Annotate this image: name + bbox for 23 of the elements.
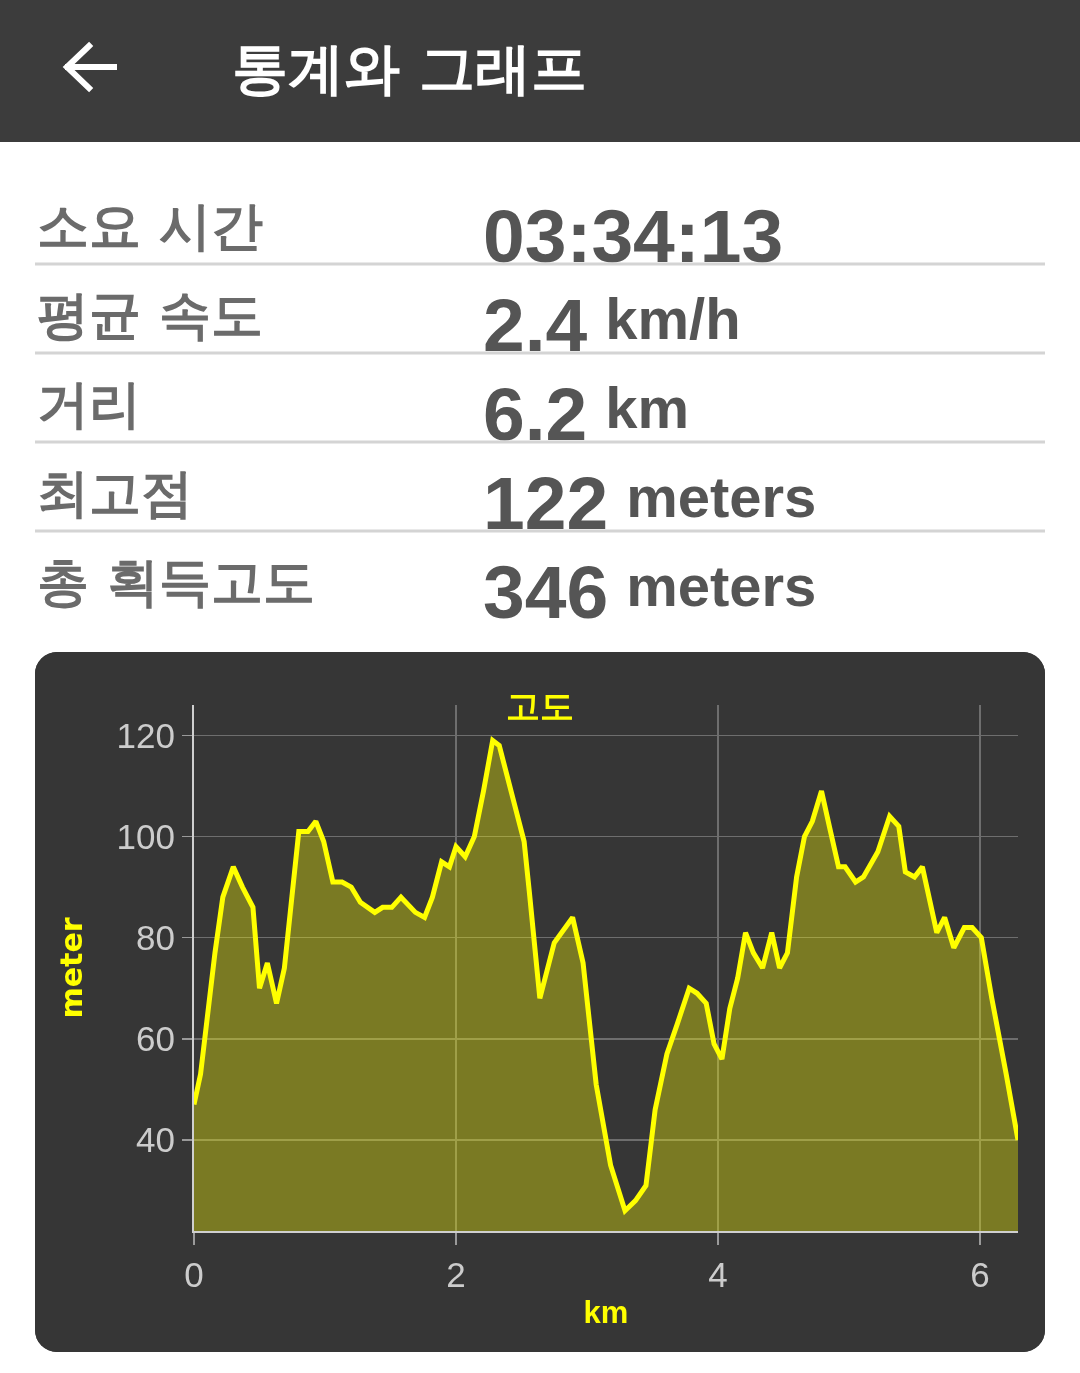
y-tick-label: 100 bbox=[116, 816, 175, 856]
text: 122 meters bbox=[483, 461, 817, 545]
text: 최고점 bbox=[37, 463, 193, 523]
text: 346 meters bbox=[483, 550, 817, 634]
text: 6.2 km bbox=[483, 372, 690, 456]
text: 소요 시간 bbox=[37, 196, 264, 256]
text: 03:34:13 bbox=[483, 194, 784, 278]
x-tick-label: 4 bbox=[708, 1255, 728, 1294]
y-tick-label: 120 bbox=[116, 715, 175, 755]
y-axis-title: meter bbox=[54, 917, 90, 1019]
x-tick-label: 0 bbox=[184, 1255, 204, 1294]
text: 평균 속도 bbox=[37, 285, 264, 345]
y-tick-label: 40 bbox=[136, 1120, 175, 1160]
text: 총 획득고도 bbox=[37, 552, 316, 612]
x-tick-label: 6 bbox=[970, 1255, 990, 1294]
chart-title: 고도 bbox=[506, 685, 574, 726]
y-tick-label: 60 bbox=[136, 1019, 175, 1059]
text: 통계와 그래프 bbox=[232, 36, 588, 101]
text: 2.4 km/h bbox=[483, 283, 741, 367]
x-tick-label: 2 bbox=[446, 1255, 466, 1294]
y-tick-label: 80 bbox=[136, 917, 175, 957]
x-axis-title: km bbox=[583, 1294, 629, 1330]
text: 거리 bbox=[37, 374, 141, 434]
